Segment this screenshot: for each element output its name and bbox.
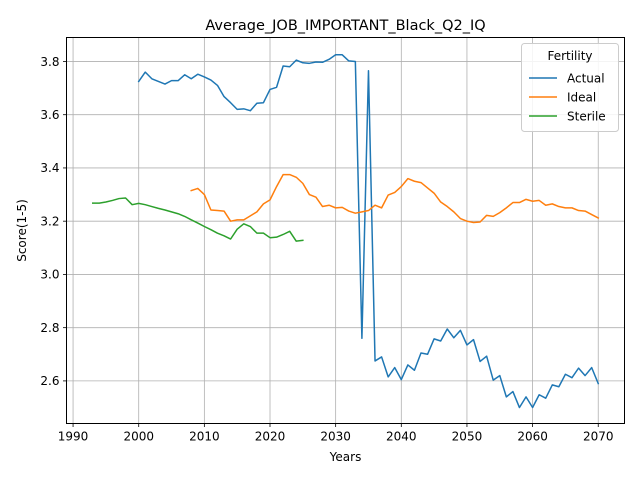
y-tick-label: 3.0 <box>40 268 59 282</box>
series-lines <box>92 54 600 409</box>
y-tick-label: 2.8 <box>40 321 59 335</box>
legend: Fertility Actual Ideal Sterile <box>521 43 619 132</box>
legend-label-sterile: Sterile <box>567 109 606 123</box>
axis-ticks: 1990 2000 2010 2020 2030 2040 2050 2060 2070 2.6 2… <box>40 55 613 444</box>
chart-title: Average_JOB_IMPORTANT_Black_Q2_IQ <box>205 18 485 34</box>
y-tick-label: 3.2 <box>40 214 59 228</box>
x-tick-label: 2070 <box>583 430 614 444</box>
legend-label-ideal: Ideal <box>567 90 596 104</box>
x-tick-label: 2030 <box>320 430 351 444</box>
series-line-ideal <box>190 173 600 224</box>
y-axis-label: Score(1-5) <box>15 199 29 262</box>
x-tick-label: 2040 <box>386 430 417 444</box>
y-tick-label: 2.6 <box>40 374 59 388</box>
y-tick-label: 3.6 <box>40 108 59 122</box>
x-tick-label: 1990 <box>58 430 89 444</box>
plot-frame <box>66 37 625 424</box>
x-tick-label: 2000 <box>123 430 154 444</box>
y-tick-label: 3.4 <box>40 161 59 175</box>
y-tick-label: 3.8 <box>40 55 59 69</box>
legend-items: Actual Ideal Sterile <box>529 71 606 123</box>
legend-title: Fertility <box>547 49 592 63</box>
x-tick-label: 2050 <box>452 430 483 444</box>
legend-box <box>521 43 619 132</box>
series-line-actual <box>137 54 600 409</box>
x-tick-label: 2020 <box>255 430 286 444</box>
x-tick-label: 2010 <box>189 430 220 444</box>
x-axis-label: Years <box>329 450 362 464</box>
series-line-sterile <box>92 197 304 242</box>
legend-label-actual: Actual <box>567 71 605 85</box>
x-tick-label: 2060 <box>517 430 548 444</box>
